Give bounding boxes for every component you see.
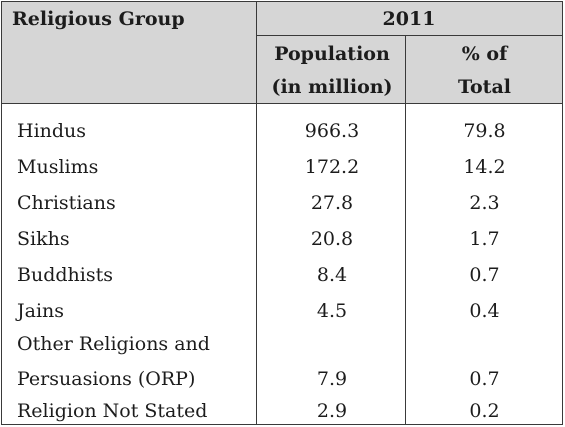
row-group-label: Jains — [17, 300, 65, 322]
header-population-line2: (in million) — [271, 76, 393, 98]
row-percent: 79.8 — [463, 120, 506, 142]
row-group-label-line1: Other Religions and — [17, 333, 210, 355]
row-percent: 14.2 — [463, 156, 506, 178]
row-percent: 0.7 — [469, 264, 500, 286]
row-percent: 0.2 — [469, 400, 500, 422]
header-religious-group: Religious Group — [12, 8, 185, 30]
row-population: 966.3 — [304, 120, 360, 142]
column-divider-2 — [405, 35, 406, 424]
header-percent-line1: % of — [461, 43, 508, 65]
header-percent-line2: Total — [458, 76, 511, 98]
table-header — [2, 2, 562, 104]
row-population: 8.4 — [316, 264, 348, 286]
row-group-label: Sikhs — [17, 228, 70, 250]
row-group-label-line2: Persuasions (ORP) — [17, 368, 196, 390]
row-percent: 2.3 — [469, 192, 500, 214]
row-population: 20.8 — [310, 228, 354, 250]
row-population: 172.2 — [304, 156, 360, 178]
header-year: 2011 — [382, 8, 436, 30]
row-population: 27.8 — [310, 192, 354, 214]
row-group-label: Christians — [17, 192, 116, 214]
column-divider-1 — [256, 2, 257, 424]
row-group-label: Muslims — [17, 156, 99, 178]
row-percent: 1.7 — [469, 228, 500, 250]
header-divider — [256, 35, 562, 36]
header-population-line1: Population — [274, 43, 390, 65]
row-group-label: Religion Not Stated — [17, 400, 208, 422]
row-group-label: Hindus — [17, 120, 87, 142]
row-group-label: Buddhists — [17, 264, 113, 286]
row-population: 4.5 — [316, 300, 348, 322]
row-population: 7.9 — [316, 368, 348, 390]
row-percent: 0.7 — [469, 368, 500, 390]
row-population: 2.9 — [316, 400, 348, 422]
row-percent: 0.4 — [469, 300, 500, 322]
